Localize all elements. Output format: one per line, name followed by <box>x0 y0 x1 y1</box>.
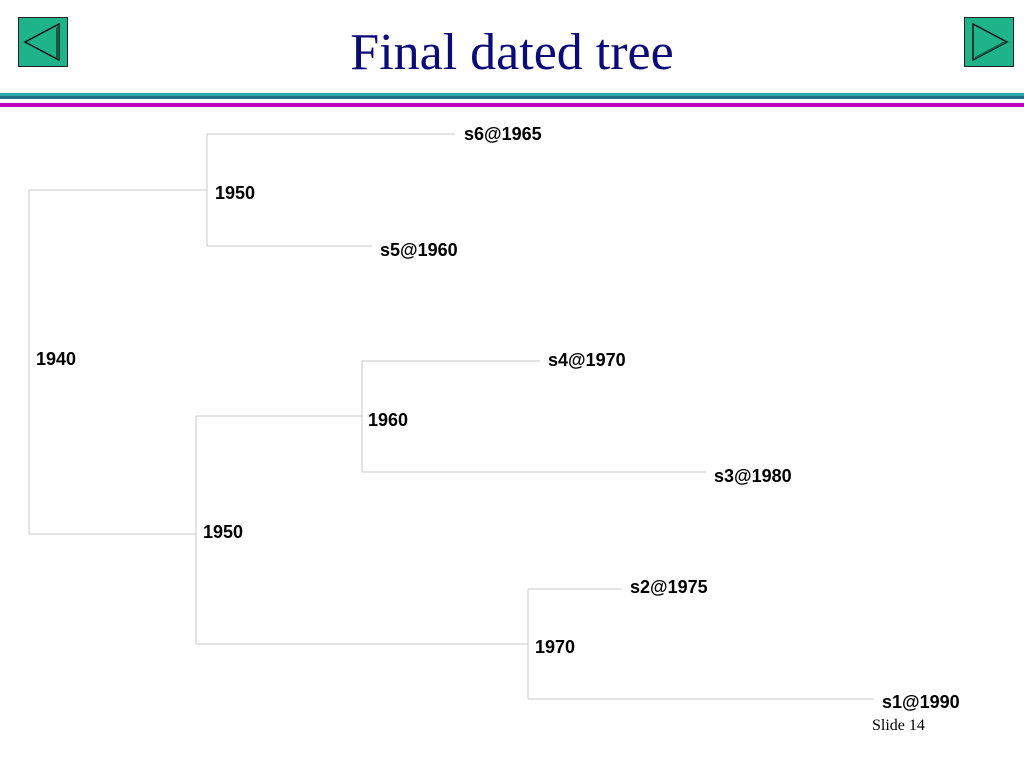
slide-title: Final dated tree <box>350 24 674 81</box>
node-label-root: 1940 <box>36 349 76 369</box>
leaf-label-s2: s2@1975 <box>630 577 708 597</box>
leaf-label-s3: s3@1980 <box>714 466 792 486</box>
slide-number: Slide 14 <box>872 717 925 734</box>
leaf-label-s4: s4@1970 <box>548 350 626 370</box>
next-slide-button[interactable] <box>964 17 1014 67</box>
leaf-label-s5: s5@1960 <box>380 240 458 260</box>
node-label-mid: 1960 <box>368 410 408 430</box>
tree-branches <box>28 133 874 700</box>
header-rule-magenta <box>0 103 1024 107</box>
triangle-left-icon <box>23 22 60 62</box>
node-label-lower: 1950 <box>203 522 243 542</box>
leaf-label-s1: s1@1990 <box>882 692 960 712</box>
header-rule-teal-light <box>0 93 1024 96</box>
previous-slide-button[interactable] <box>18 17 68 67</box>
node-label-bottom: 1970 <box>535 637 575 657</box>
leaf-label-s6: s6@1965 <box>464 124 542 144</box>
header-rule-teal <box>0 93 1024 99</box>
node-label-upper: 1950 <box>215 183 255 203</box>
triangle-right-icon <box>972 22 1009 62</box>
